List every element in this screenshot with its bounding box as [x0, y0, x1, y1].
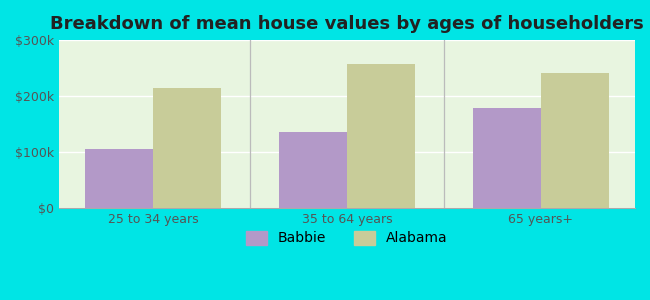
- Bar: [85, 149, 153, 208]
- Bar: [279, 132, 347, 208]
- Title: Breakdown of mean house values by ages of householders: Breakdown of mean house values by ages o…: [50, 15, 644, 33]
- Legend: Babbie, Alabama: Babbie, Alabama: [240, 225, 454, 251]
- Bar: [347, 64, 415, 208]
- Bar: [541, 73, 609, 208]
- Bar: [153, 88, 221, 208]
- Bar: [473, 108, 541, 208]
